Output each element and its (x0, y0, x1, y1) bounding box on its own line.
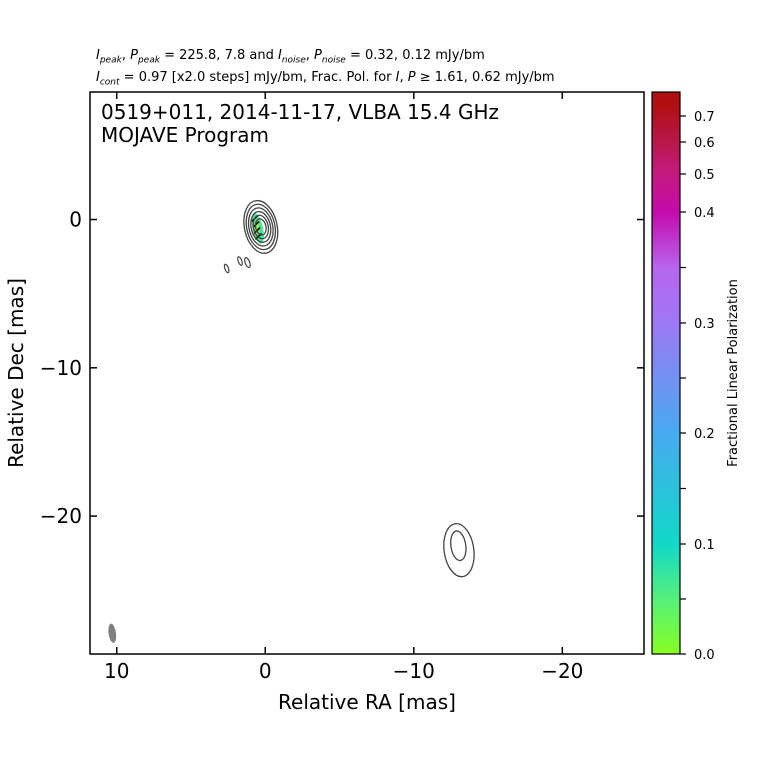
colorbar-gradient (651, 91, 681, 655)
cbar-tick-label-3: 0.3 (694, 317, 715, 332)
core-contour-5 (254, 218, 267, 236)
core-contour-3 (250, 210, 272, 243)
beam-ellipse (108, 623, 117, 643)
contour-island-0 (244, 256, 251, 269)
y-tick-label-2: −20 (40, 504, 82, 528)
plot-background (90, 92, 644, 654)
core-contour-1 (245, 203, 277, 251)
contour-island-1 (237, 256, 243, 266)
colorbar-ticks: 0.0 0.1 0.2 0.3 0.4 0.5 0.6 0.7 (680, 110, 715, 663)
y-tick-label-1: −10 (40, 356, 82, 380)
core-contour-2 (247, 207, 274, 247)
header-line-contour: Icont = 0.97 [x2.0 steps] mJy/bm, Frac. … (96, 70, 555, 88)
cbar-tick-label-6: 0.6 (694, 136, 715, 151)
core-contour-4 (252, 214, 270, 240)
cbar-tick-label-1: 0.1 (694, 538, 715, 553)
ticks-layer: 10 0 −10 −20 0 −10 −20 (40, 92, 644, 683)
plot-content (108, 199, 475, 643)
x-tick-label-2: −10 (393, 659, 435, 683)
jet-contour-0 (443, 522, 475, 578)
plot-area: 10 0 −10 −20 0 −10 −20 (40, 91, 645, 683)
x-tick-label-1: 0 (259, 659, 272, 683)
beam-layer (108, 623, 117, 643)
x-tick-label-0: 10 (104, 659, 129, 683)
contour-layer (223, 199, 475, 578)
cbar-tick-label-7: 0.7 (694, 110, 715, 125)
plot-frame (89, 91, 645, 655)
cbar-tick-label-2: 0.2 (694, 427, 715, 442)
cbar-tick-label-5: 0.5 (694, 168, 715, 183)
cbar-tick-label-4: 0.4 (694, 206, 715, 221)
chart-title: 0519+011, 2014-11-17, VLBA 15.4 GHz (101, 100, 499, 124)
colorbar: 0.0 0.1 0.2 0.3 0.4 0.5 0.6 0.7 Fractional Line… (651, 91, 741, 663)
x-tick-label-3: −20 (541, 659, 583, 683)
x-axis-label: Relative RA [mas] (278, 690, 456, 714)
core-contour-0 (243, 199, 279, 254)
contour-island-2 (223, 263, 230, 274)
cbar-tick-label-0: 0.0 (694, 648, 715, 663)
chart-subtitle: MOJAVE Program (101, 123, 269, 147)
y-tick-label-0: 0 (69, 208, 82, 232)
jet-contour-1 (450, 530, 467, 562)
header-line-peak: Ipeak, Ppeak = 225.8, 7.8 and Inoise, Pn… (96, 48, 485, 66)
y-axis-label: Relative Dec [mas] (4, 278, 28, 468)
colorbar-label: Fractional Linear Polarization (726, 279, 741, 467)
